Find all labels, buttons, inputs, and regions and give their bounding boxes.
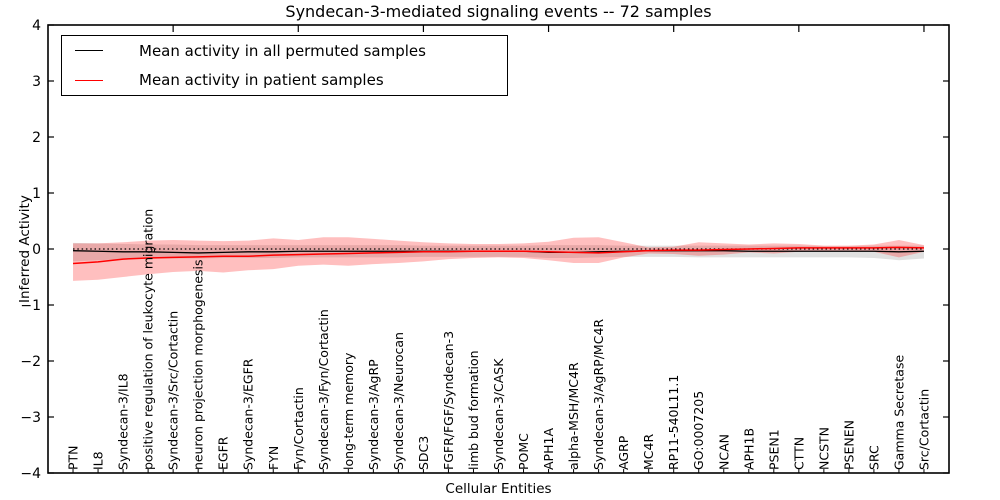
x-tick-label: CTTN <box>791 437 806 470</box>
y-tick-label: 0 <box>32 242 41 258</box>
x-tick-label: PTN <box>66 445 81 470</box>
legend-label-permuted: Mean activity in all permuted samples <box>139 41 426 60</box>
x-tick-label: positive regulation of leukocyte migrati… <box>141 209 156 470</box>
legend-box: Mean activity in all permuted samples Me… <box>61 35 508 96</box>
chart-title: Syndecan-3-mediated signaling events -- … <box>285 2 712 21</box>
x-tick-label: Syndecan-3/CASK <box>491 358 506 470</box>
x-tick-label: Src/Cortactin <box>916 389 931 470</box>
y-tick-label: −3 <box>20 410 41 426</box>
x-tick-label: SRC <box>866 445 881 470</box>
x-tick-label: FGFR/FGF/Syndecan-3 <box>441 331 456 470</box>
y-tick-label: 4 <box>32 18 41 34</box>
x-axis-label: Cellular Entities <box>445 481 552 497</box>
x-tick-label: PSEN1 <box>766 429 781 470</box>
y-tick-label: 3 <box>32 74 41 90</box>
patient-band <box>73 237 924 281</box>
x-tick-label: EGFR <box>216 436 231 470</box>
patient-mean-line <box>72 246 924 265</box>
x-tick-label: Syndecan-3/Src/Cortactin <box>166 311 181 470</box>
legend-label-patient: Mean activity in patient samples <box>139 71 384 90</box>
y-tick-label: 1 <box>32 186 41 202</box>
x-tick-label: IL8 <box>91 451 106 470</box>
x-tick-label: Syndecan-3/Neurocan <box>391 332 406 470</box>
x-tick-label: FYN <box>266 446 281 470</box>
x-tick-label: limb bud formation <box>466 350 481 470</box>
permuted-band <box>73 242 924 262</box>
y-tick-label: 2 <box>32 130 41 146</box>
patient-line-swatch-icon <box>75 79 103 81</box>
x-tick-label: Syndecan-3/IL8 <box>116 373 131 470</box>
x-tick-label: Syndecan-3/Fyn/Cortactin <box>316 309 331 470</box>
x-tick-label: MC4R <box>641 434 656 470</box>
y-tick-label: −2 <box>20 354 41 370</box>
x-tick-label: SDC3 <box>416 436 431 470</box>
x-tick-label: GO:0007205 <box>691 391 706 470</box>
x-tick-label: PSENEN <box>841 420 856 470</box>
x-tick-label: Syndecan-3/EGFR <box>241 358 256 470</box>
x-tick-label: long-term memory <box>341 352 356 470</box>
x-tick-label: RP11-540L11.1 <box>666 375 681 470</box>
legend-item-permuted: Mean activity in all permuted samples <box>62 37 507 65</box>
legend-item-patient: Mean activity in patient samples <box>62 66 507 94</box>
x-tick-label: NCSTN <box>816 427 831 470</box>
x-tick-label: POMC <box>516 433 531 470</box>
y-tick-label: −1 <box>20 298 41 314</box>
x-tick-label: NCAN <box>716 434 731 470</box>
x-tick-label: Syndecan-3/AgRP/MC4R <box>591 319 606 470</box>
x-tick-label: neuron projection morphogenesis <box>191 259 206 470</box>
x-tick-label: alpha-MSH/MC4R <box>566 362 581 470</box>
x-tick-label: AGRP <box>616 435 631 470</box>
permuted-line-swatch-icon <box>75 50 103 52</box>
y-tick-label: −4 <box>20 466 41 482</box>
x-tick-label: APH1A <box>541 428 556 470</box>
x-tick-label: Syndecan-3/AgRP <box>366 359 381 470</box>
x-tick-label: Fyn/Cortactin <box>291 387 306 470</box>
x-tick-label: Gamma Secretase <box>891 355 906 470</box>
x-tick-label: APH1B <box>741 428 756 470</box>
